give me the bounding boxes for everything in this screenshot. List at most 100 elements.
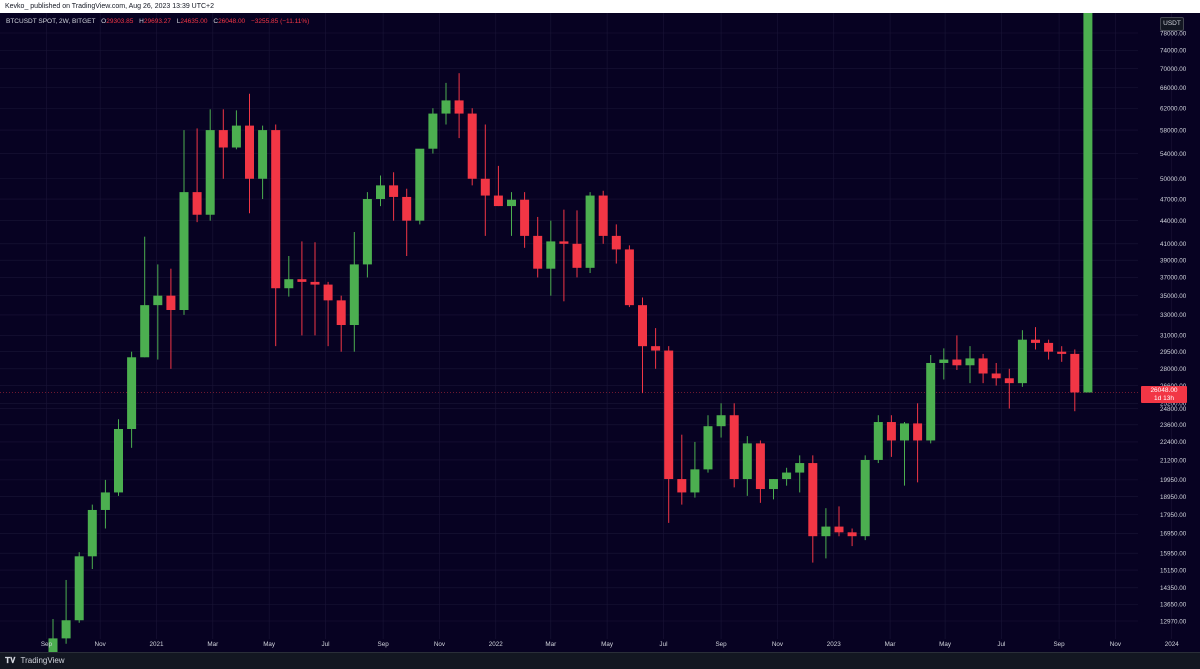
candle-body <box>323 284 333 301</box>
time-tick-label: Jul <box>659 641 667 648</box>
price-chart[interactable]: 78000.00 74000.00 70000.00 66000.00 62000.00… <box>0 13 1200 652</box>
time-tick-label: Jul <box>997 641 1005 648</box>
last-price-tag: 26048.00 1d 13h <box>1141 386 1187 404</box>
candle-body <box>847 532 857 537</box>
candle-body <box>873 422 883 460</box>
open-label: O <box>101 18 107 25</box>
price-tick-label: 44000.00 <box>1160 218 1187 225</box>
candle-body <box>415 148 425 221</box>
candle-body <box>87 509 97 557</box>
time-tick-label: Sep <box>41 641 53 648</box>
candle-body <box>808 463 818 537</box>
price-tick-label: 47000.00 <box>1160 196 1187 203</box>
candle-body <box>690 469 700 493</box>
price-tick-label: 15950.00 <box>1160 551 1187 558</box>
time-tick-label: Nov <box>1110 641 1122 648</box>
price-tick-label: 26600.00 <box>1160 383 1187 390</box>
candles-layer <box>48 13 1093 652</box>
time-tick-label: Sep <box>378 641 390 648</box>
currency-button[interactable]: USDT <box>1160 17 1184 31</box>
high-label: H <box>139 18 144 25</box>
candle-body <box>1031 339 1040 343</box>
candle-body <box>467 113 477 179</box>
candle-body <box>297 279 307 282</box>
chart-grid <box>0 13 1173 639</box>
candle-body <box>755 443 765 490</box>
price-tick-label: 58000.00 <box>1160 127 1187 134</box>
price-tick-label: 22400.00 <box>1160 439 1187 446</box>
candle-body <box>651 346 661 351</box>
price-tick-label: 66000.00 <box>1160 85 1187 92</box>
candle-body <box>205 130 215 215</box>
price-tick-label: 33000.00 <box>1160 312 1187 319</box>
candle-body <box>546 241 556 269</box>
open-value: 29303.85 <box>106 18 134 25</box>
candle-body <box>913 423 923 441</box>
price-tick-label: 29500.00 <box>1160 349 1187 356</box>
price-tick-label: 13650.00 <box>1160 602 1187 609</box>
time-tick-label: Mar <box>545 641 556 648</box>
footer-brand: TradingView <box>20 656 65 665</box>
candle-body <box>271 130 281 289</box>
candle-body <box>939 359 949 363</box>
candle-body <box>402 196 412 221</box>
candle-body <box>520 199 530 236</box>
price-tick-label: 78000.00 <box>1160 30 1187 37</box>
candle-body <box>926 362 936 441</box>
candle-body <box>821 526 831 537</box>
candle-body <box>480 178 490 196</box>
price-tick-label: 24800.00 <box>1160 406 1187 413</box>
candle-body <box>900 423 909 441</box>
candle-body <box>74 556 84 621</box>
price-tick-label: 35000.00 <box>1160 293 1187 300</box>
candle-body <box>769 479 778 490</box>
candle-body <box>376 185 385 200</box>
price-tick-label: 28000.00 <box>1160 366 1187 373</box>
candle-body <box>598 195 608 236</box>
time-tick-label: 2023 <box>827 641 842 648</box>
price-tick-label: 18950.00 <box>1160 494 1187 501</box>
candle-body <box>965 358 975 366</box>
published-header: Kevko_ published on TradingView.com, Aug… <box>0 0 1200 13</box>
time-tick-label: Nov <box>434 641 446 648</box>
time-tick-label: Sep <box>715 641 727 648</box>
candle-body <box>703 426 713 470</box>
candle-body <box>978 358 988 374</box>
candle-body <box>664 350 674 480</box>
candle-body <box>1083 13 1093 393</box>
candle-body <box>716 415 726 427</box>
candle-body <box>677 479 687 493</box>
candle-body <box>886 422 896 441</box>
candle-body <box>231 125 241 148</box>
price-tick-label: 39000.00 <box>1160 257 1187 264</box>
time-tick-label: Sep <box>1053 641 1065 648</box>
candle-body <box>493 195 503 207</box>
candle-body <box>795 463 805 473</box>
time-tick-label: Nov <box>772 641 784 648</box>
candle-body <box>140 305 150 358</box>
candle-body <box>507 199 516 207</box>
price-tick-label: 19950.00 <box>1160 477 1187 484</box>
price-tick-label: 70000.00 <box>1160 66 1187 73</box>
candle-body <box>114 429 123 493</box>
candle-body <box>362 199 372 265</box>
close-value: 26048.00 <box>218 18 246 25</box>
candle-body <box>1004 378 1014 384</box>
candle-body <box>389 185 399 197</box>
candle-body <box>48 638 58 652</box>
candle-body <box>834 526 844 533</box>
symbol-legend: BTCUSDT SPOT, 2W, BITGET O29303.85 H2969… <box>6 17 309 27</box>
candle-body <box>952 359 962 366</box>
price-tick-label: 62000.00 <box>1160 106 1187 113</box>
price-tick-label: 54000.00 <box>1160 151 1187 158</box>
price-tick-label: 23600.00 <box>1160 422 1187 429</box>
candle-body <box>127 357 137 430</box>
price-tick-label: 16950.00 <box>1160 531 1187 538</box>
candle-body <box>638 305 647 347</box>
candle-body <box>860 459 870 537</box>
candle-body <box>218 130 228 148</box>
low-label: L <box>176 18 181 25</box>
candle-body <box>192 192 202 215</box>
candle-body <box>336 300 346 326</box>
candle-body <box>729 415 739 480</box>
